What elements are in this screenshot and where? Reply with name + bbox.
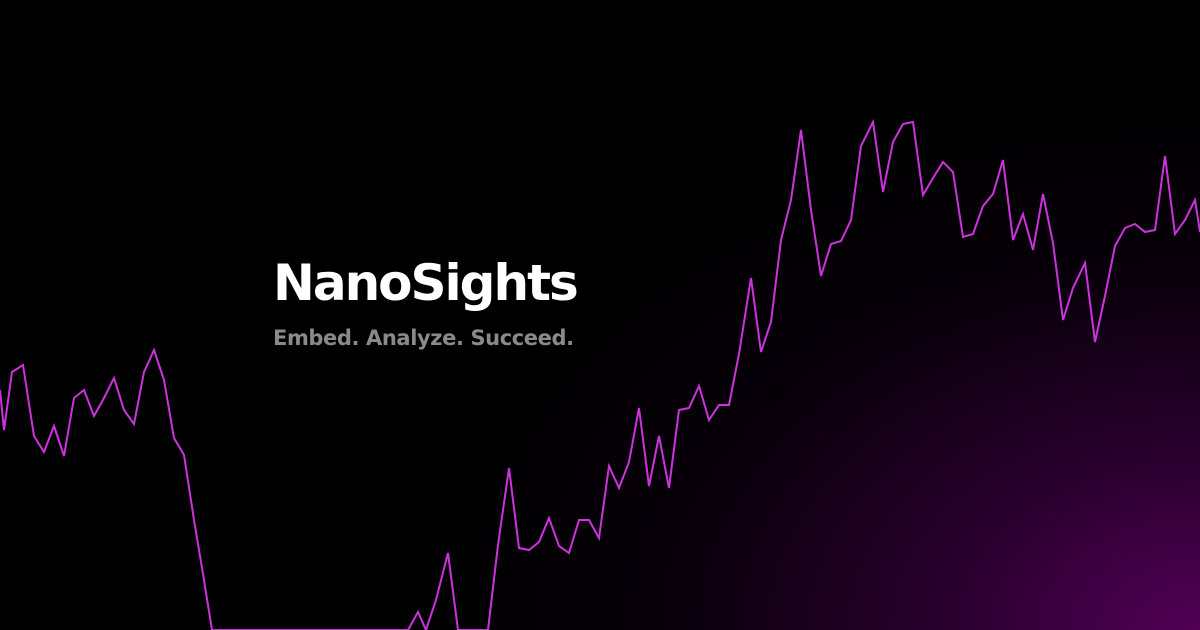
brand-tagline: Embed. Analyze. Succeed. xyxy=(273,326,574,350)
sparkline-path xyxy=(0,118,1200,630)
brand-name: NanoSights xyxy=(273,254,579,312)
brand-block: NanoSights Embed. Analyze. Succeed. xyxy=(273,254,579,350)
